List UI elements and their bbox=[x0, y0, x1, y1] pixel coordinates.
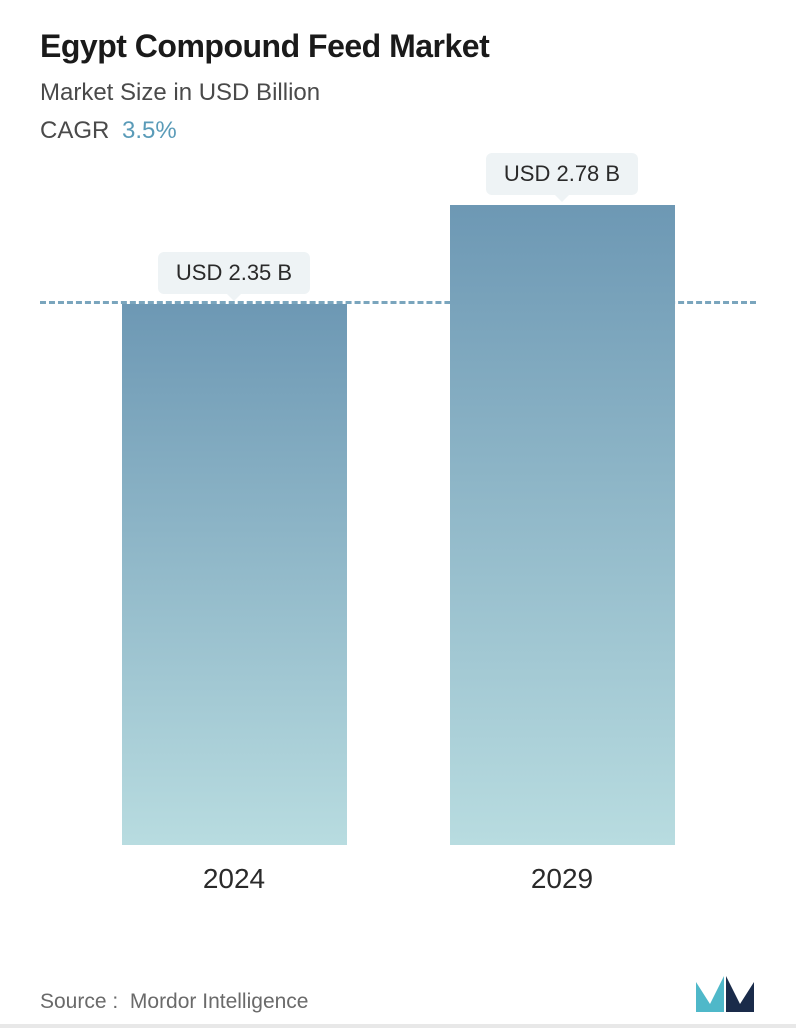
chart-title: Egypt Compound Feed Market bbox=[40, 28, 756, 65]
cagr-row: CAGR 3.5% bbox=[40, 117, 756, 145]
year-label: 2029 bbox=[450, 863, 675, 895]
source-name: Mordor Intelligence bbox=[130, 990, 309, 1013]
chart-container: Egypt Compound Feed Market Market Size i… bbox=[0, 0, 796, 1034]
chart-subtitle: Market Size in USD Billion bbox=[40, 79, 756, 107]
bar-slot: USD 2.35 B bbox=[122, 252, 347, 845]
bottom-accent-line bbox=[0, 1024, 796, 1028]
bars-wrap: USD 2.35 BUSD 2.78 B bbox=[40, 205, 756, 845]
cagr-label: CAGR bbox=[40, 117, 109, 144]
chart-footer: Source : Mordor Intelligence bbox=[40, 950, 756, 1014]
source-label: Source : bbox=[40, 990, 118, 1013]
year-label: 2024 bbox=[122, 863, 347, 895]
bar-slot: USD 2.78 B bbox=[450, 153, 675, 845]
bar-value-label: USD 2.35 B bbox=[158, 252, 310, 294]
bar bbox=[122, 304, 347, 845]
bar bbox=[450, 205, 675, 845]
bar-value-label: USD 2.78 B bbox=[486, 153, 638, 195]
logo-icon bbox=[694, 970, 756, 1014]
chart-area: USD 2.35 BUSD 2.78 B 2024 2029 bbox=[40, 205, 756, 930]
cagr-value: 3.5% bbox=[122, 117, 177, 144]
year-labels-row: 2024 2029 bbox=[40, 845, 756, 895]
source-text: Source : Mordor Intelligence bbox=[40, 990, 308, 1014]
